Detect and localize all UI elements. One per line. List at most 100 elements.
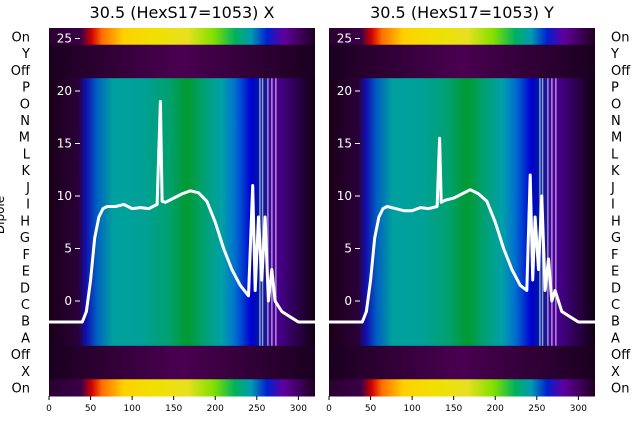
row-label: M [19,131,30,146]
heatmap-row [49,228,315,246]
heatmap-row [49,295,315,313]
row-label: F [23,248,30,263]
row-label: E [611,265,619,280]
series-line [329,136,595,324]
heatmap-row [49,128,315,146]
heatmap-row [49,212,315,230]
row-label: Off [11,348,31,363]
row-label: C [21,298,30,313]
x-tick-label: 150 [445,404,462,414]
heatmap-row [329,28,595,46]
heatmap-row [329,161,595,180]
heatmap-row [329,78,595,96]
heatmap-stripe [259,78,261,346]
x-tick-label: 250 [248,404,265,414]
heatmap-row [329,362,595,380]
row-label: F [611,248,618,263]
x-tick-label: 250 [528,404,545,414]
row-label: D [20,281,30,296]
x-tick-label: 300 [290,404,307,414]
x-tick-label: 300 [570,404,587,414]
heatmap-row [49,61,315,79]
row-label: P [22,81,30,96]
heatmap-stripe [275,78,277,346]
heatmap-row [49,161,315,180]
row-label: I [611,198,615,213]
chart-panel-x: 30.5 (HexS17=1053) X On Y Off PONMLKJIHGFEDC… [0,3,315,414]
y-tick-label: 5 [344,242,352,256]
y-tick-label: 0 [344,294,352,308]
row-label: H [20,214,30,229]
row-label: A [21,331,30,346]
row-label: Off [11,64,31,79]
x-tick-label: 0 [46,404,52,414]
row-label: G [611,231,621,246]
heatmap-stripe [551,78,553,346]
row-label: C [611,298,620,313]
x-tick-label: 200 [207,404,224,414]
heatmap-row [49,178,315,196]
heatmap-row [329,61,595,79]
heatmap-row [329,94,595,113]
row-label: N [20,114,30,129]
heatmap-row [329,145,595,163]
row-label: L [23,147,31,162]
row-label: B [611,315,620,330]
chart-panel-y: 30.5 (HexS17=1053) Y On Y Off PONMLKJIHGFEDC… [326,3,631,414]
heatmap-row [49,329,315,347]
heatmap-row [49,44,315,62]
row-label: E [22,265,30,280]
row-label: J [25,181,30,196]
y-axis-label: Dipole [0,196,7,234]
row-label: Y [610,47,619,62]
heatmap-row [49,379,315,397]
heatmap-row [49,195,315,213]
heatmap-stripe [547,78,549,346]
y-tick-label: 5 [64,242,72,256]
heatmap-row [49,145,315,163]
chart-title: 30.5 (HexS17=1053) Y [370,3,554,22]
heatmap-row [329,295,595,313]
row-label: O [611,97,621,112]
heatmap-row [329,379,595,397]
heatmap-stripe [271,78,273,346]
row-label: K [21,164,30,179]
row-label: Y [21,47,30,62]
chart-title: 30.5 (HexS17=1053) X [90,3,275,22]
heatmap-row [329,329,595,347]
row-label: On [611,30,629,45]
row-label: On [12,382,30,397]
y-tick-label: 20 [337,84,352,98]
x-tick-label: 50 [365,404,377,414]
row-label: On [12,30,30,45]
heatmap-row [49,345,315,364]
row-label: A [611,331,620,346]
heatmap-row [49,78,315,96]
x-tick-label: 200 [487,404,504,414]
heatmap-row [49,362,315,380]
y-tick-label: 25 [337,32,352,46]
y-tick-label: 25 [57,32,72,46]
row-label: N [611,114,621,129]
row-label: Off [611,64,631,79]
row-label: O [20,97,30,112]
row-label: X [611,365,620,380]
row-label: P [611,81,619,96]
x-tick-label: 0 [326,404,332,414]
row-label: I [26,198,30,213]
heatmap-row [49,312,315,330]
row-label: X [21,365,30,380]
row-label: Off [611,348,631,363]
y-tick-label: 15 [337,137,352,151]
heatmap-row [329,312,595,330]
heatmap-row [49,94,315,113]
x-tick-label: 100 [124,404,141,414]
row-label: On [611,382,629,397]
y-tick-label: 15 [57,137,72,151]
y-tick-label: 20 [57,84,72,98]
heatmap-row [49,111,315,129]
row-label: H [611,214,621,229]
y-tick-label: 0 [64,294,72,308]
row-label: J [610,181,615,196]
